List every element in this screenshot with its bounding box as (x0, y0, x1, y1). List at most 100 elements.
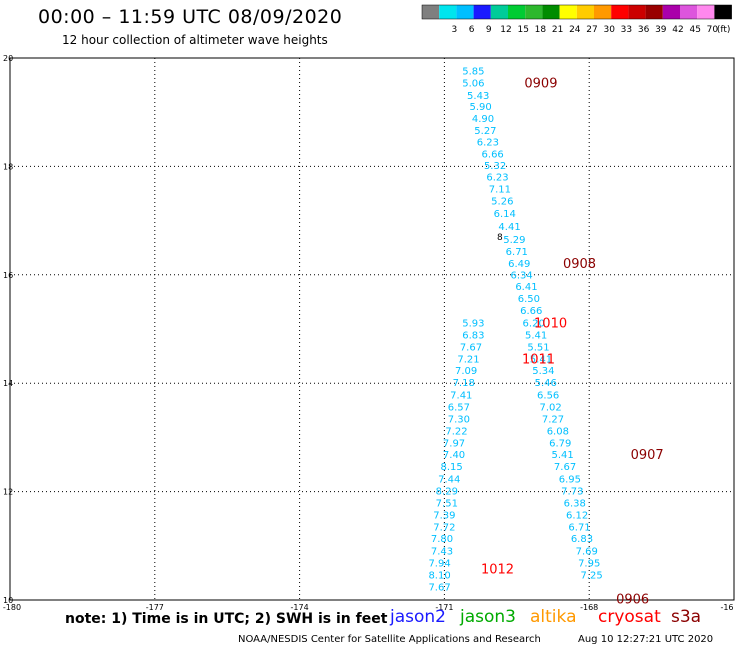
data-point-label: 7.30 (448, 414, 470, 425)
data-point-label: 7.80 (431, 534, 453, 545)
data-point-label: 5.29 (503, 235, 525, 246)
data-point-label: 6.41 (515, 282, 537, 293)
data-point-label: 7.25 (580, 571, 602, 582)
footer-note: note: 1) Time is in UTC; 2) SWH is in fe… (65, 611, 388, 627)
y-tick-label: 16 (3, 271, 13, 280)
data-point-label: 7.18 (453, 378, 475, 389)
x-tick-label: -180 (3, 603, 21, 612)
data-point-label: 5.85 (462, 66, 484, 77)
data-point-label: 7.27 (542, 414, 564, 425)
colorbar-label: 12 (500, 25, 511, 35)
data-point-label: 8.10 (428, 571, 450, 582)
data-point-label: 7.69 (576, 547, 598, 558)
data-point-label: 7.95 (578, 559, 600, 570)
data-point-label: 7.22 (445, 426, 467, 437)
chart-subtitle: 12 hour collection of altimeter wave hei… (62, 33, 328, 47)
colorbar-label: 15 (517, 25, 528, 35)
chart-title: 00:00 – 11:59 UTC 08/09/2020 (38, 6, 343, 28)
data-point-label: 4.90 (472, 114, 494, 125)
colorbar-label: 45 (689, 25, 700, 35)
data-point-label: 5.90 (469, 102, 491, 113)
data-point-label: 6.38 (564, 498, 586, 509)
colorbar-legend: 3 6 9 12 15 18 21 24 27 30 33 36 39 42 45 70(ft) (421, 4, 732, 35)
colorbar-label: 70 (707, 25, 719, 35)
wave-height-points: 5.855.065.435.904.905.276.236.665.326.23… (428, 66, 602, 593)
data-point-label: 7.09 (455, 366, 477, 377)
data-point-label: 7.67 (428, 582, 450, 593)
colorbar-swatch (508, 5, 526, 19)
colorbar-swatch (525, 5, 543, 19)
data-point-label: 5.51 (527, 342, 549, 353)
colorbar-label: 9 (486, 25, 492, 35)
data-point-label: 7.41 (450, 391, 472, 402)
data-point-label: 5.41 (530, 354, 552, 365)
plot-border (9, 57, 735, 601)
data-point-label: 7.11 (489, 185, 511, 196)
colorbar-label: 6 (469, 25, 475, 35)
data-point-label: 6.66 (482, 149, 504, 160)
colorbar-label: 24 (569, 25, 581, 35)
track-time-label: 1010 (534, 316, 567, 331)
track-annotations: 0909 0908 1010 1011 0907 1012 0906 8 (481, 76, 664, 607)
colorbar-swatch (456, 5, 474, 19)
data-point-label: 6.79 (549, 438, 571, 449)
colorbar-swatch (594, 5, 612, 19)
data-point-label: 5.32 (484, 161, 506, 172)
colorbar-swatch (559, 5, 577, 19)
data-point-label: 8.29 (436, 487, 458, 498)
data-point-label: 7.43 (431, 547, 453, 558)
y-tick-label: 18 (3, 162, 13, 171)
grid-lines (10, 58, 734, 600)
data-point-label: 7.40 (443, 450, 465, 461)
data-point-label: 5.34 (532, 366, 554, 377)
colorbar-swatch (422, 5, 440, 19)
credit-line: NOAA/NESDIS Center for Satellite Applica… (238, 634, 541, 645)
satellite-legend-s3a: s3a (671, 607, 702, 627)
x-tick-label: -177 (146, 603, 164, 612)
satellite-legend-cryosat: cryosat (598, 607, 661, 627)
data-point-label: 5.26 (491, 197, 513, 208)
data-point-label: 7.67 (460, 342, 482, 353)
colorbar-swatch (662, 5, 680, 19)
data-point-label: 7.21 (457, 354, 479, 365)
data-point-label: 6.71 (506, 247, 528, 258)
data-point-label: 6.57 (448, 403, 470, 414)
colorbar-swatch (611, 5, 629, 19)
colorbar-swatch (490, 5, 508, 19)
y-tick-label: 10 (3, 596, 13, 605)
data-point-label: 6.71 (568, 522, 590, 533)
data-point-label: 7.94 (428, 559, 450, 570)
colorbar-label: 3 (452, 25, 458, 35)
track-marker: 8 (497, 233, 503, 243)
data-point-label: 7.51 (436, 498, 458, 509)
track-time-label: 0906 (616, 592, 649, 607)
colorbar-label: 21 (552, 25, 563, 35)
data-point-label: 6.34 (510, 270, 532, 281)
track-time-label: 0907 (631, 448, 664, 463)
track-time-label: 1011 (522, 352, 555, 367)
generated-timestamp: Aug 10 12:27:21 UTC 2020 (578, 634, 714, 645)
data-point-label: 6.50 (518, 294, 540, 305)
satellite-legend-jason2: jason2 (390, 607, 446, 627)
colorbar-label: 33 (621, 25, 632, 35)
x-tick-label: -16 (720, 603, 733, 612)
satellite-legend-altika: altika (530, 607, 577, 627)
data-point-label: 6.08 (547, 426, 569, 437)
colorbar-label: 42 (672, 25, 683, 35)
data-point-label: 7.44 (438, 475, 460, 486)
plot-frame (9, 57, 735, 601)
y-tick-label: 14 (3, 379, 13, 388)
data-point-label: 6.49 (508, 259, 530, 270)
data-point-label: 5.43 (467, 91, 489, 102)
colorbar-swatch (439, 5, 457, 19)
x-tick-label: -174 (291, 603, 309, 612)
colorbar-swatch (697, 5, 715, 19)
data-point-label: 5.41 (552, 450, 574, 461)
colorbar-unit: (ft) (717, 25, 731, 35)
colorbar-label: 18 (535, 25, 547, 35)
data-point-label: 6.95 (559, 475, 581, 486)
colorbar-label: 30 (603, 25, 615, 35)
track-time-label: 1012 (481, 563, 514, 578)
data-point-label: 7.02 (539, 403, 561, 414)
